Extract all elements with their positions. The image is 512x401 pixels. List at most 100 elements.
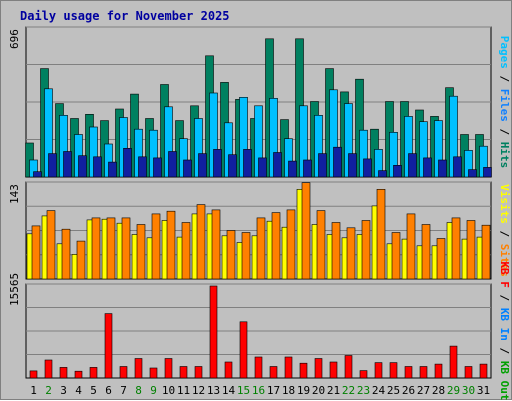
bar-kb-f-12 <box>194 366 203 379</box>
bar-kb-f-21 <box>329 361 338 379</box>
bar-pages-30 <box>468 169 477 178</box>
day-label-8: 8 <box>135 384 142 397</box>
day-label-3: 3 <box>60 384 67 397</box>
bar-pages-29 <box>453 156 462 178</box>
legend-label: Visits / Sites <box>498 184 511 277</box>
bar-sites-24 <box>376 189 386 280</box>
bar-sites-10 <box>166 210 176 280</box>
y-max-label: 696 <box>8 29 21 49</box>
bar-kb-f-31 <box>479 363 488 379</box>
bar-pages-17 <box>273 152 282 178</box>
bar-pages-20 <box>318 153 327 178</box>
day-label-31: 31 <box>477 384 490 397</box>
bar-kb-f-7 <box>119 366 128 379</box>
bar-sites-6 <box>106 217 116 280</box>
bar-sites-27 <box>421 224 431 280</box>
bar-sites-31 <box>481 224 491 280</box>
day-label-4: 4 <box>75 384 82 397</box>
y-max-label: 143 <box>8 184 21 204</box>
bar-kb-f-16 <box>254 356 263 379</box>
series-files <box>29 88 488 178</box>
bar-sites-16 <box>256 217 266 280</box>
bar-sites-7 <box>121 217 131 280</box>
bar-pages-24 <box>378 170 387 178</box>
day-label-30: 30 <box>462 384 475 397</box>
bar-kb-f-8 <box>134 358 143 379</box>
day-label-21: 21 <box>327 384 340 397</box>
bar-kb-f-28 <box>434 363 443 379</box>
day-label-23: 23 <box>357 384 370 397</box>
bar-pages-5 <box>93 156 102 178</box>
day-label-20: 20 <box>312 384 325 397</box>
bar-sites-28 <box>436 238 446 280</box>
bar-sites-13 <box>211 209 221 280</box>
bar-kb-f-10 <box>164 358 173 379</box>
bar-kb-f-29 <box>449 345 458 379</box>
bar-kb-f-2 <box>44 359 53 379</box>
bar-pages-2 <box>48 153 57 178</box>
bar-sites-30 <box>466 220 476 280</box>
day-label-15: 15 <box>237 384 250 397</box>
legend-part: KB In <box>498 308 511 341</box>
bar-pages-3 <box>63 151 72 178</box>
bar-pages-12 <box>198 153 207 178</box>
day-label-27: 27 <box>417 384 430 397</box>
day-label-28: 28 <box>432 384 445 397</box>
day-label-6: 6 <box>105 384 112 397</box>
y-max-label: 15565 <box>8 273 21 306</box>
day-label-12: 12 <box>192 384 205 397</box>
bar-sites-15 <box>241 232 251 280</box>
legend-part: Pages <box>498 36 511 69</box>
bar-kb-f-9 <box>149 367 158 379</box>
legend-part: Visits <box>498 184 511 224</box>
legend-part: / <box>498 69 511 89</box>
bar-kb-f-27 <box>419 366 428 379</box>
bar-kb-f-24 <box>374 362 383 379</box>
day-label-11: 11 <box>177 384 190 397</box>
day-label-9: 9 <box>150 384 157 397</box>
day-label-26: 26 <box>402 384 415 397</box>
day-label-13: 13 <box>207 384 220 397</box>
bar-kb-f-20 <box>314 358 323 379</box>
bar-pages-11 <box>183 159 192 178</box>
legend-part: Hits <box>498 142 511 169</box>
bar-kb-f-23 <box>359 370 368 379</box>
bar-pages-25 <box>393 165 402 178</box>
bar-kb-f-17 <box>269 366 278 379</box>
day-label-18: 18 <box>282 384 295 397</box>
bar-pages-7 <box>123 148 132 178</box>
day-label-1: 1 <box>30 384 37 397</box>
series-kb-f <box>29 285 488 379</box>
bar-pages-14 <box>228 154 237 178</box>
legend-part: Sites <box>498 244 511 277</box>
bar-pages-22 <box>348 153 357 178</box>
legend-part: / <box>498 224 511 244</box>
day-label-14: 14 <box>222 384 236 397</box>
bar-sites-18 <box>286 209 296 280</box>
bar-pages-27 <box>423 157 432 178</box>
day-label-16: 16 <box>252 384 265 397</box>
bar-pages-18 <box>288 160 297 178</box>
bar-kb-f-18 <box>284 356 293 379</box>
day-label-10: 10 <box>162 384 175 397</box>
bar-kb-f-19 <box>299 362 308 379</box>
chart-title: Daily usage for November 2025 <box>20 9 230 23</box>
bar-sites-21 <box>331 222 341 280</box>
bar-kb-f-11 <box>179 366 188 379</box>
bar-pages-28 <box>438 159 447 178</box>
bar-kb-f-6 <box>104 313 113 379</box>
bar-kb-f-25 <box>389 362 398 379</box>
bar-sites-25 <box>391 232 401 280</box>
bar-sites-22 <box>346 227 356 280</box>
bar-sites-3 <box>61 228 71 280</box>
day-labels: 1 2 3 4 5 6 7 8 9 10 11 12 13 14 15 16 17 18 19 20 21 22 23 24 2… <box>30 384 490 397</box>
day-label-25: 25 <box>387 384 400 397</box>
legend-part: / <box>498 288 511 308</box>
day-label-2: 2 <box>45 384 52 397</box>
bar-kb-f-4 <box>74 370 83 379</box>
bar-pages-21 <box>333 146 342 178</box>
bar-pages-9 <box>153 157 162 178</box>
bar-sites-23 <box>361 220 371 280</box>
